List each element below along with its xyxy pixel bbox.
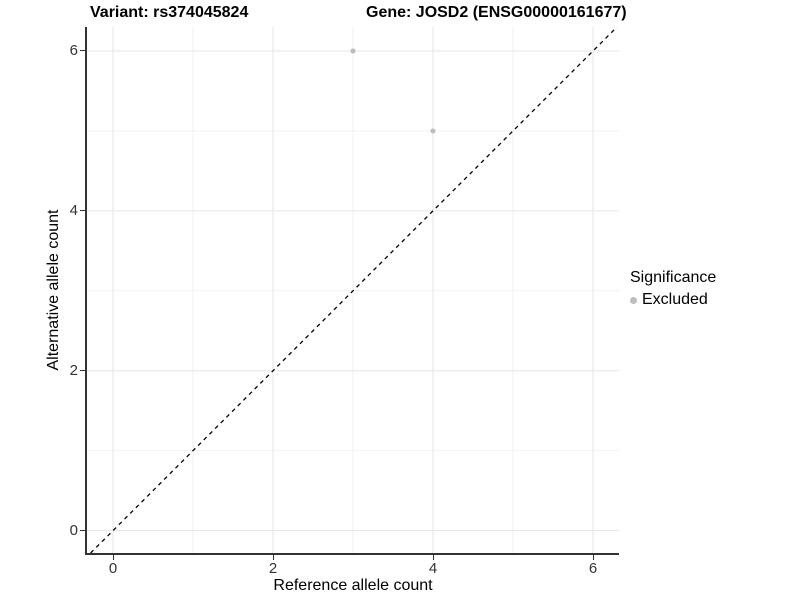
y-axis-tick — [80, 50, 85, 52]
plot-canvas — [87, 27, 619, 553]
legend-item-label: Excluded — [642, 291, 708, 308]
data-point — [350, 48, 356, 54]
y-axis-tick — [80, 530, 85, 532]
y-axis-tick-label: 6 — [69, 41, 78, 59]
legend-point-icon — [630, 296, 637, 304]
x-axis-tick — [592, 555, 594, 560]
x-axis-tick-label: 0 — [108, 560, 118, 577]
variant-title: Variant: rs374045824 — [90, 4, 249, 21]
plot-panel — [85, 27, 619, 555]
legend: Significance Excluded — [630, 269, 716, 309]
y-axis-tick-label: 2 — [69, 361, 78, 379]
y-axis-tick — [80, 370, 85, 372]
y-axis-tick-label: 4 — [69, 201, 78, 219]
x-axis-tick — [272, 555, 274, 560]
x-axis-tick — [112, 555, 114, 560]
x-axis-tick-label: 2 — [268, 560, 278, 577]
x-axis-tick — [432, 555, 434, 560]
x-axis-tick-label: 4 — [428, 560, 438, 577]
gene-title: Gene: JOSD2 (ENSG00000161677) — [366, 4, 627, 21]
x-axis-title: Reference allele count — [273, 577, 433, 594]
identity-dashed-line — [90, 27, 618, 553]
legend-title: Significance — [630, 269, 717, 286]
legend-item-excluded: Excluded — [630, 291, 716, 309]
data-point — [430, 128, 436, 134]
y-axis-tick-label: 0 — [69, 521, 78, 539]
y-axis-tick — [80, 210, 85, 212]
x-axis-tick-label: 6 — [588, 560, 598, 577]
y-axis-title: Alternative allele count — [45, 209, 62, 371]
